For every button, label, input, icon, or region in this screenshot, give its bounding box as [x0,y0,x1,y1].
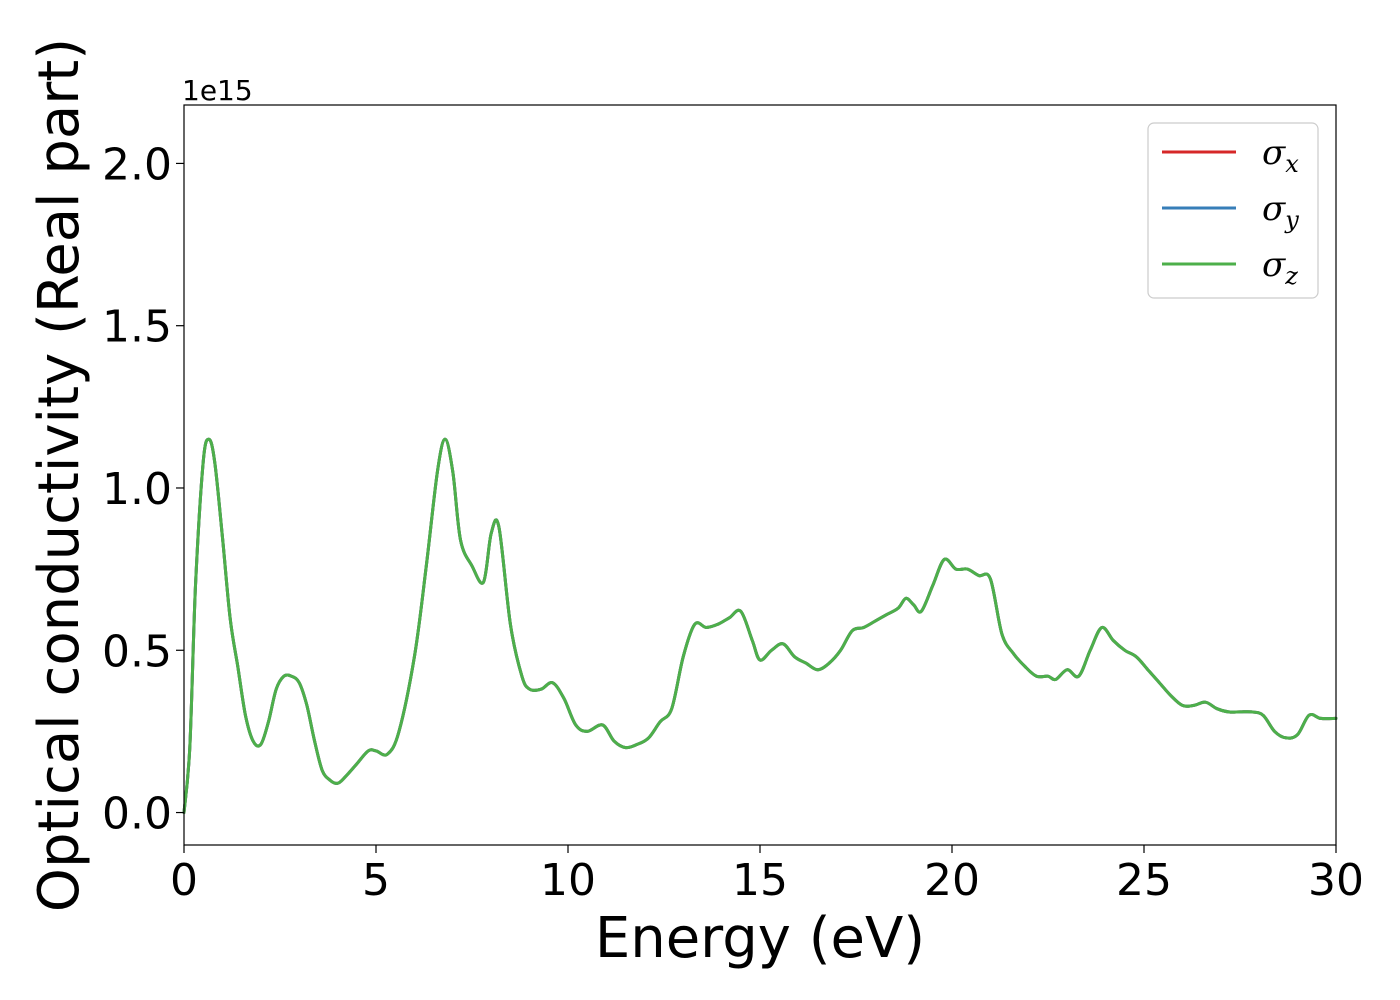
legend-label: σz [1262,245,1298,290]
series-layer [182,437,1338,814]
x-tick-label: 5 [362,855,390,906]
series-line-sigma-z [182,437,1338,814]
y-offset-label: 1e15 [182,74,253,107]
legend-label: σx [1262,133,1299,178]
x-axis-ticks: 0 5 10 15 20 25 30 [170,845,1364,906]
x-tick-label: 25 [1116,855,1172,906]
y-tick-label: 1.5 [102,302,172,353]
x-tick-label: 20 [924,855,980,906]
y-tick-label: 0.0 [102,789,172,840]
x-tick-label: 0 [170,855,198,906]
y-tick-label: 0.5 [102,626,172,677]
y-axis-ticks: 0.0 0.5 1.0 1.5 2.0 [102,139,184,840]
x-tick-label: 10 [540,855,596,906]
x-axis-label: Energy (eV) [595,906,925,971]
x-tick-label: 30 [1308,855,1364,906]
legend-frame [1147,122,1319,299]
legend: σx σy σz [1147,122,1319,299]
plot-background [184,105,1336,845]
y-axis-label: Optical conductivity (Real part) [27,38,92,912]
x-tick-label: 15 [732,855,788,906]
y-tick-label: 2.0 [102,139,172,190]
legend-label: σy [1262,189,1299,234]
legend-items: σx σy σz [1162,133,1299,290]
y-tick-label: 1.0 [102,464,172,515]
